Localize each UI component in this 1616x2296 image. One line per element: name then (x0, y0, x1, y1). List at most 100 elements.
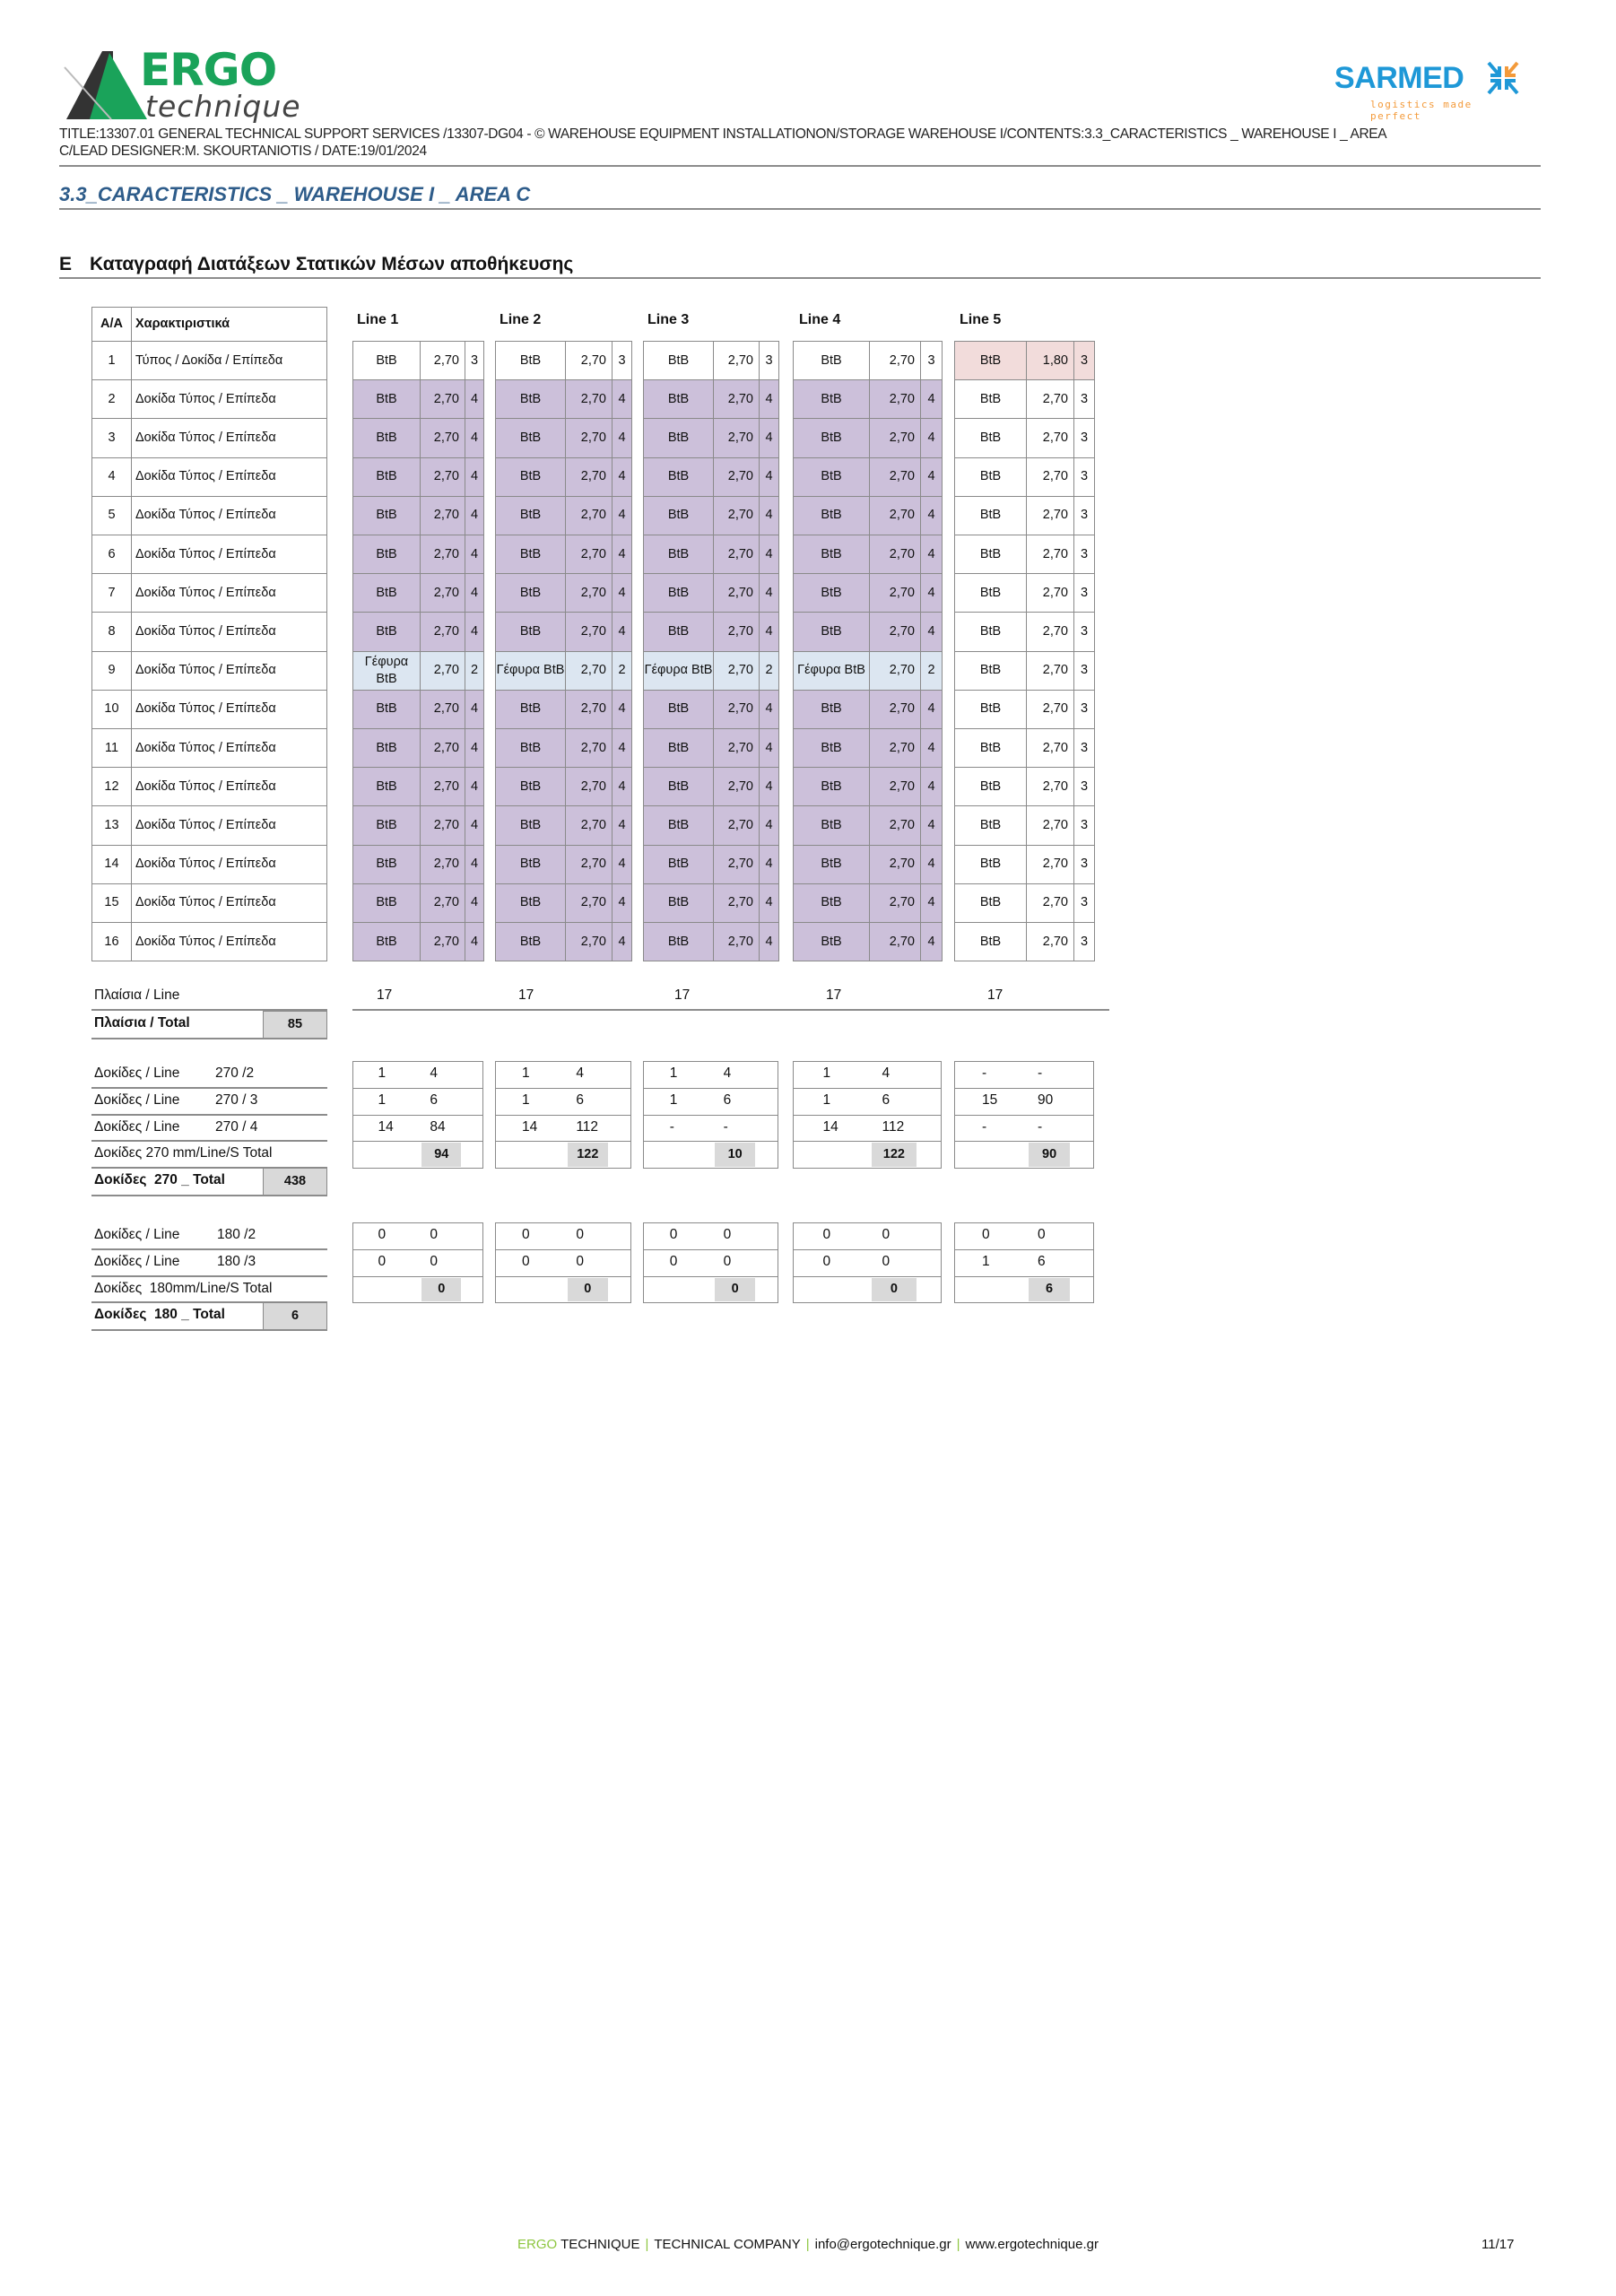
beam-row-label: Δοκίδες / Line (94, 1091, 180, 1108)
rack-type-cell: BtB (793, 573, 870, 613)
beam-length-cell: 1,80 (1026, 341, 1074, 381)
rack-type-cell: BtB (495, 728, 566, 769)
beam-length-cell: 2,70 (713, 573, 760, 613)
rack-type-cell: BtB (954, 535, 1027, 575)
beam-length-cell: 2,70 (869, 689, 921, 729)
levels-cell: 3 (920, 341, 943, 381)
beam-length-cell: 2,70 (420, 922, 465, 962)
rack-type-cell: BtB (793, 341, 870, 381)
divider (91, 1167, 327, 1170)
beam-row-spec: 180 /3 (217, 1253, 256, 1269)
beam-count-value: 90 (1037, 1091, 1054, 1108)
row-number: 13 (91, 805, 132, 846)
row-characteristic: Τύπος / Δοκίδα / Επίπεδα (131, 341, 327, 381)
rack-type-cell: BtB (793, 495, 870, 535)
beam-count-row (643, 1222, 778, 1250)
beam-count-value: 0 (522, 1253, 530, 1269)
line-3-header: Line 3 (647, 312, 690, 327)
beam-length-cell: 2,70 (713, 922, 760, 962)
frames-per-line-value: 17 (987, 987, 1003, 1003)
frames-per-line-value: 17 (674, 987, 691, 1003)
beam-subtotal-label: Δοκίδες 270 mm/Line/S Total (94, 1145, 273, 1161)
beam-subtotal-value: 0 (871, 1277, 917, 1302)
beam-subtotal-value: 122 (567, 1143, 609, 1168)
levels-cell: 4 (465, 805, 484, 846)
beam-length-cell: 2,70 (1026, 650, 1074, 691)
rack-type-cell: BtB (495, 689, 566, 729)
beam-length-cell: 2,70 (1026, 883, 1074, 923)
levels-cell: 3 (1073, 418, 1095, 458)
beam-subtotal-value: 0 (567, 1277, 609, 1302)
beam-subtotal-row (643, 1141, 778, 1170)
levels-cell: 4 (612, 379, 632, 420)
footer-email-link[interactable]: info@ergotechnique.gr (814, 2237, 951, 2252)
rack-type-cell: BtB (793, 844, 870, 884)
rack-type-cell: BtB (954, 728, 1027, 769)
levels-cell: 3 (1073, 535, 1095, 575)
beam-subtotal-value: 10 (715, 1143, 756, 1168)
beam-count-row (954, 1222, 1094, 1250)
levels-cell: 4 (465, 379, 484, 420)
beam-length-cell: 2,70 (1026, 418, 1074, 458)
rack-type-cell: BtB (954, 767, 1027, 807)
beam-count-value: 0 (430, 1253, 438, 1269)
rack-type-cell: BtB (954, 650, 1027, 691)
frames-total-label: Πλαίσια / Total (94, 1015, 190, 1031)
levels-cell: 4 (759, 457, 779, 497)
beam-count-value: 0 (723, 1253, 732, 1269)
beam-length-cell: 2,70 (713, 728, 760, 769)
beam-length-cell: 2,70 (869, 883, 921, 923)
beam-count-row (954, 1114, 1094, 1143)
rack-type-cell: Γέφυρα BtB (352, 650, 421, 691)
levels-cell: 4 (920, 495, 943, 535)
beam-count-value: - (982, 1118, 987, 1135)
beam-subtotal-value: 0 (421, 1277, 462, 1302)
divider (91, 1301, 327, 1304)
rack-type-cell: BtB (352, 495, 421, 535)
beam-total-label: Δοκίδες 270 _ Total (94, 1172, 225, 1188)
divider (91, 1009, 327, 1011)
rack-type-cell: BtB (643, 379, 714, 420)
rack-type-cell: BtB (495, 844, 566, 884)
rack-type-cell: BtB (793, 689, 870, 729)
row-characteristic: Δοκίδα Τύπος / Επίπεδα (131, 922, 327, 962)
levels-cell: 4 (612, 495, 632, 535)
beam-count-value: 4 (882, 1065, 891, 1081)
beam-length-cell: 2,70 (420, 573, 465, 613)
levels-cell: 4 (759, 844, 779, 884)
beam-count-row (793, 1087, 942, 1116)
rack-type-cell: BtB (954, 341, 1027, 381)
footer-website-link[interactable]: www.ergotechnique.gr (965, 2237, 1099, 2252)
levels-cell: 4 (465, 689, 484, 729)
rack-type-cell: BtB (954, 418, 1027, 458)
footer-company: TECHNICAL COMPANY (654, 2237, 801, 2252)
beam-length-cell: 2,70 (1026, 728, 1074, 769)
row-characteristic: Δοκίδα Τύπος / Επίπεδα (131, 418, 327, 458)
rack-type-cell: BtB (643, 844, 714, 884)
beam-length-cell: 2,70 (565, 767, 613, 807)
levels-cell: 2 (612, 650, 632, 691)
footer-brand: TECHNIQUE (557, 2237, 640, 2252)
rack-type-cell: Γέφυρα BtB (793, 650, 870, 691)
levels-cell: 4 (612, 728, 632, 769)
beam-count-value: 0 (378, 1227, 387, 1242)
levels-cell: 4 (759, 612, 779, 652)
beam-length-cell: 2,70 (565, 805, 613, 846)
beam-count-value: - (982, 1065, 987, 1081)
beam-count-value: 0 (576, 1227, 584, 1242)
rack-type-cell: Γέφυρα BtB (495, 650, 566, 691)
beam-length-cell: 2,70 (565, 728, 613, 769)
levels-cell: 3 (1073, 922, 1095, 962)
levels-cell: 4 (612, 418, 632, 458)
beam-count-row (643, 1114, 778, 1143)
beam-count-value: 4 (723, 1065, 732, 1081)
levels-cell: 4 (612, 844, 632, 884)
beam-length-cell: 2,70 (713, 805, 760, 846)
beam-subtotal-row (643, 1275, 778, 1304)
rack-type-cell: BtB (954, 612, 1027, 652)
beam-row-spec: 180 /2 (217, 1227, 256, 1242)
beam-length-cell: 2,70 (565, 418, 613, 458)
beam-count-value: 1 (982, 1253, 990, 1269)
levels-cell: 4 (920, 883, 943, 923)
rack-type-cell: BtB (643, 612, 714, 652)
